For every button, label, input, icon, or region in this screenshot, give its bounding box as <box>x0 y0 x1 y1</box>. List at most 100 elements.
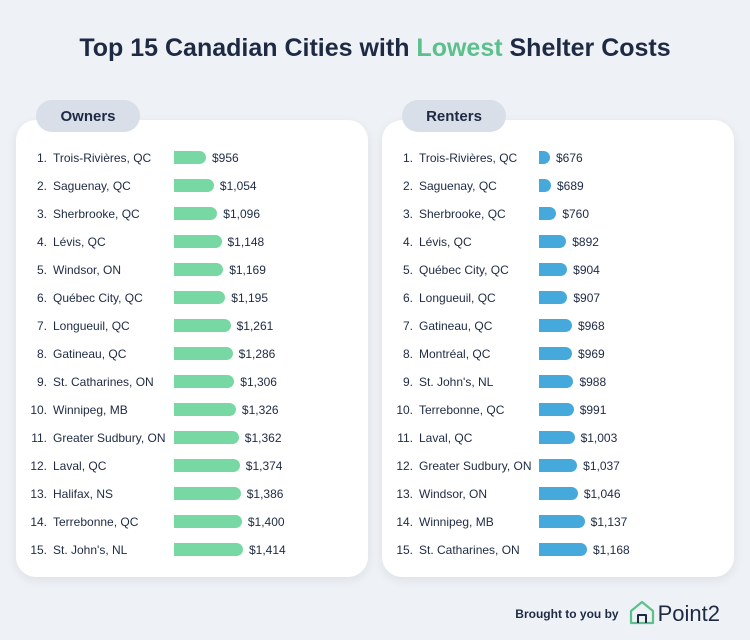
renters-row: 5. Québec City, QC $904 <box>382 256 734 284</box>
city-label: Gatineau, QC <box>53 347 127 361</box>
owners-row: 12. Laval, QC $1,374 <box>16 452 368 480</box>
title-highlight: Lowest <box>416 34 503 62</box>
city-label: Winnipeg, MB <box>419 515 494 529</box>
value-label: $969 <box>578 347 605 361</box>
renters-row: 8. Montréal, QC $969 <box>382 340 734 368</box>
value-label: $904 <box>573 263 600 277</box>
owners-row: 8. Gatineau, QC $1,286 <box>16 340 368 368</box>
rank-label: 12. <box>396 459 413 473</box>
renters-bar <box>539 291 568 304</box>
owners-row: 1. Trois-Rivières, QC $956 <box>16 144 368 172</box>
value-label: $1,148 <box>227 235 265 249</box>
brand-name: Point2 <box>657 601 720 626</box>
city-label: Winnipeg, MB <box>53 403 128 417</box>
city-label: Terrebonne, QC <box>53 515 139 529</box>
renters-row: 3. Sherbrooke, QC $760 <box>382 200 734 228</box>
value-label: $991 <box>579 403 607 417</box>
city-label: St. John's, NL <box>53 543 128 557</box>
renters-row: 13. Windsor, ON $1,046 <box>382 480 734 508</box>
renters-header-pill: Renters <box>402 100 506 132</box>
rank-label: 2. <box>402 179 413 193</box>
owners-row: 11. Greater Sudbury, ON $1,362 <box>16 424 368 452</box>
value-label: $1,286 <box>238 347 276 361</box>
owners-bar <box>174 207 218 220</box>
rank-label: 13. <box>396 487 413 501</box>
renters-bar <box>539 235 567 248</box>
renters-row: 15. St. Catharines, ON $1,168 <box>382 536 734 564</box>
value-label: $689 <box>556 179 584 193</box>
city-label: Montréal, QC <box>419 347 491 361</box>
owners-row: 3. Sherbrooke, QC $1,096 <box>16 200 368 228</box>
renters-row: 10. Terrebonne, QC $991 <box>382 396 734 424</box>
value-label: $1,137 <box>590 515 628 529</box>
value-label: $1,054 <box>219 179 257 193</box>
renters-bar <box>539 207 557 220</box>
value-label: $988 <box>579 375 607 389</box>
owners-bar <box>174 347 233 360</box>
renters-row: 7. Gatineau, QC $968 <box>382 312 734 340</box>
value-label: $1,362 <box>244 431 282 445</box>
value-label: $968 <box>577 319 605 333</box>
footer: Brought to you by Point2 <box>515 600 720 628</box>
rank-label: 7. <box>36 319 47 333</box>
rank-label: 7. <box>402 319 413 333</box>
city-label: St. John's, NL <box>419 375 494 389</box>
rank-label: 8. <box>402 347 413 361</box>
city-label: Terrebonne, QC <box>419 403 505 417</box>
city-label: Sherbrooke, QC <box>419 207 506 221</box>
owners-header-pill: Owners <box>36 100 140 132</box>
value-label: $1,168 <box>593 543 630 557</box>
city-label: Greater Sudbury, ON <box>53 431 166 445</box>
rank-label: 10. <box>30 403 47 417</box>
rank-label: 5. <box>402 263 413 277</box>
owners-bar <box>174 291 226 304</box>
city-label: Saguenay, QC <box>419 179 497 193</box>
rank-label: 1. <box>402 151 413 165</box>
city-label: Halifax, NS <box>53 487 114 501</box>
city-label: Gatineau, QC <box>419 319 493 333</box>
rank-label: 9. <box>36 375 47 389</box>
rank-label: 15. <box>396 543 413 557</box>
rank-label: 15. <box>30 543 47 557</box>
owners-bar <box>174 431 239 444</box>
renters-row: 1. Trois-Rivières, QC $676 <box>382 144 734 172</box>
value-label: $1,169 <box>229 263 266 277</box>
city-label: Windsor, ON <box>53 263 122 277</box>
renters-row: 12. Greater Sudbury, ON $1,037 <box>382 452 734 480</box>
rank-label: 3. <box>402 207 413 221</box>
rank-label: 4. <box>402 235 413 249</box>
value-label: $956 <box>212 151 239 165</box>
city-label: St. Catharines, ON <box>419 543 520 557</box>
owners-row: 2. Saguenay, QC $1,054 <box>16 172 368 200</box>
owners-bar <box>174 319 231 332</box>
title-part2: Shelter Costs <box>502 34 671 62</box>
renters-row: 2. Saguenay, QC $689 <box>382 172 734 200</box>
owners-row: 14. Terrebonne, QC $1,400 <box>16 508 368 536</box>
value-label: $760 <box>562 207 590 221</box>
value-label: $1,046 <box>583 487 621 501</box>
chart-title: Top 15 Canadian Cities with Lowest Shelt… <box>0 34 750 63</box>
renters-row: 11. Laval, QC $1,003 <box>382 424 734 452</box>
renters-bar <box>539 179 551 192</box>
value-label: $1,414 <box>249 543 286 557</box>
owners-row: 5. Windsor, ON $1,169 <box>16 256 368 284</box>
renters-bar <box>539 151 550 164</box>
value-label: $1,326 <box>241 403 279 417</box>
renters-bar <box>539 263 568 276</box>
city-label: Lévis, QC <box>419 235 472 249</box>
rank-label: 6. <box>402 291 413 305</box>
owners-bar <box>174 403 236 416</box>
rank-label: 2. <box>36 179 47 193</box>
value-label: $1,037 <box>583 459 620 473</box>
owners-row: 13. Halifax, NS $1,386 <box>16 480 368 508</box>
owners-panel: 1. Trois-Rivières, QC $956 2. Saguenay, QC $1… <box>16 120 368 577</box>
owners-bar <box>174 263 224 276</box>
city-label: Saguenay, QC <box>53 179 131 193</box>
owners-bar <box>174 151 206 164</box>
rank-label: 14. <box>30 515 47 529</box>
rank-label: 13. <box>30 487 47 501</box>
renters-row: 9. St. John's, NL $988 <box>382 368 734 396</box>
rank-label: 3. <box>36 207 47 221</box>
city-label: Trois-Rivières, QC <box>53 151 152 165</box>
rank-label: 4. <box>36 235 47 249</box>
